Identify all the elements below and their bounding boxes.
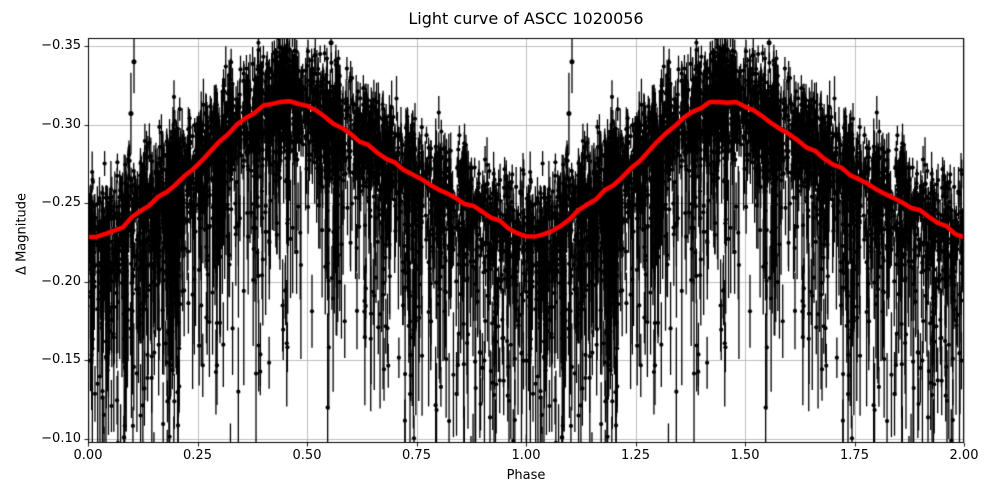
- chart-title: Light curve of ASCC 1020056: [408, 9, 644, 28]
- y-tick--0.35: −0.35: [41, 38, 81, 53]
- x-tick-1.50: 1.50: [730, 448, 760, 463]
- x-tick-0.75: 0.75: [402, 448, 431, 463]
- x-tick-0.25: 0.25: [183, 448, 212, 463]
- y-tick--0.25: −0.25: [41, 195, 81, 211]
- y-tick--0.30: −0.30: [41, 116, 81, 132]
- x-axis-label: Phase: [506, 468, 546, 483]
- x-tick-1.75: 1.75: [840, 448, 869, 463]
- y-tick--0.20: −0.20: [41, 273, 81, 289]
- x-tick-0.50: 0.50: [292, 448, 322, 463]
- y-tick--0.15: −0.15: [41, 352, 81, 368]
- y-tick--0.10: −0.10: [41, 431, 81, 446]
- x-tick-1.00: 1.00: [511, 448, 541, 463]
- x-tick-1.25: 1.25: [621, 448, 650, 463]
- x-tick-2.00: 2.00: [949, 448, 979, 463]
- x-tick-0.00: 0.00: [73, 448, 103, 463]
